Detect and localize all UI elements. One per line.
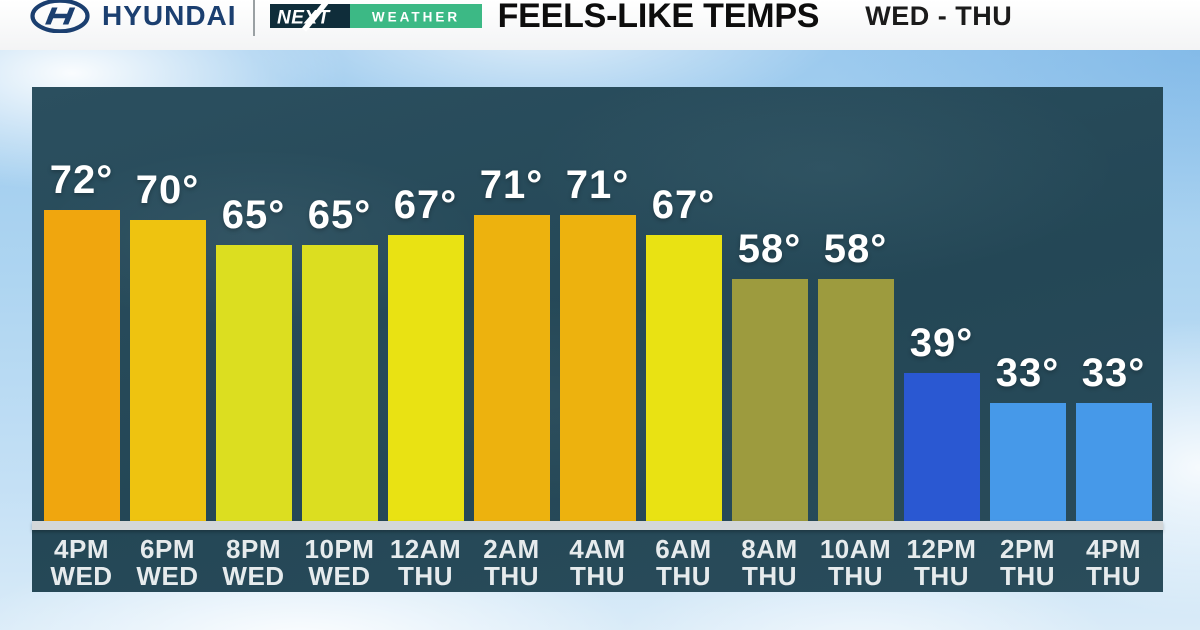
axis-label-time: 2PM — [1000, 534, 1055, 564]
hyundai-brand: HYUNDAI — [30, 0, 237, 33]
axis-label: 2AM THU — [474, 536, 550, 590]
axis-label-day: THU — [1000, 561, 1055, 591]
bar-value-label: 72° — [49, 158, 114, 202]
axis-label-day: THU — [742, 561, 797, 591]
temp-bar — [731, 279, 808, 522]
axis-label-time: 6AM — [655, 534, 712, 564]
temp-bar — [43, 210, 120, 522]
bar-column: 70° — [129, 168, 206, 522]
axis-label-day: THU — [656, 561, 711, 591]
axis-label-time: 10PM — [304, 534, 375, 564]
axis-label-time: 4PM — [1086, 534, 1141, 564]
bar-value-label: 58° — [737, 227, 802, 271]
axis-labels-row: 4PM WED 6PM WED 8PM WED 10PM WED 12AM THU 2AM THU 4A… — [32, 536, 1163, 590]
hyundai-logo-icon — [30, 0, 90, 33]
bar-column: 65° — [215, 193, 292, 522]
axis-label-day: WED — [136, 561, 199, 591]
bar-column: 39° — [903, 321, 980, 522]
weather-label: WEATHER — [371, 9, 459, 24]
axis-label: 6PM WED — [130, 536, 206, 590]
temp-bar — [215, 245, 292, 522]
temp-bar — [817, 279, 894, 522]
axis-label-time: 6PM — [140, 534, 195, 564]
axis-label: 12AM THU — [388, 536, 464, 590]
temp-bar — [645, 235, 722, 522]
hyundai-wordmark: HYUNDAI — [102, 0, 237, 31]
axis-label-time: 12AM — [389, 534, 462, 564]
temp-bar — [387, 235, 464, 522]
axis-label-time: 12PM — [906, 534, 977, 564]
temp-bar — [129, 220, 206, 522]
bar-value-label: 33° — [1081, 351, 1146, 395]
axis-label-day: WED — [222, 561, 285, 591]
bar-value-label: 33° — [995, 351, 1060, 395]
baseline-strip — [32, 521, 1163, 530]
axis-label: 12PM THU — [904, 536, 980, 590]
page-title: FEELS-LIKE TEMPS — [497, 0, 820, 35]
axis-label: 8AM THU — [732, 536, 808, 590]
temp-bar — [903, 373, 980, 522]
axis-label-day: THU — [828, 561, 883, 591]
date-range: WED - THU — [865, 0, 1013, 31]
axis-label-time: 8AM — [741, 534, 798, 564]
axis-label: 4AM THU — [560, 536, 636, 590]
bar-value-label: 67° — [393, 183, 458, 227]
bar-value-label: 71° — [565, 163, 630, 207]
axis-label-day: THU — [484, 561, 539, 591]
bar-column: 58° — [817, 227, 894, 522]
axis-label-time: 4PM — [54, 534, 109, 564]
bar-column: 71° — [559, 163, 636, 522]
header-divider — [252, 0, 255, 36]
bar-column: 58° — [731, 227, 808, 522]
axis-label-time: 8PM — [226, 534, 281, 564]
bar-value-label: 67° — [651, 183, 716, 227]
header: HYUNDAI NEXT WEATHER FEELS-LIKE TEMPS WE… — [0, 0, 1200, 50]
bars-container: 72° 70° 65° 65° 67° 71° 71° 67° 58° 58° 39° 33° 33° — [32, 87, 1163, 592]
bar-value-label: 65° — [307, 193, 372, 237]
temp-bar — [473, 215, 550, 522]
temp-bar — [559, 215, 636, 522]
next-weather-badge: NEXT WEATHER — [269, 0, 482, 36]
axis-label: 10AM THU — [818, 536, 894, 590]
bar-column: 33° — [1075, 351, 1152, 522]
axis-label-time: 10AM — [819, 534, 892, 564]
axis-label: 4PM THU — [1076, 536, 1152, 590]
axis-label-day: THU — [1086, 561, 1141, 591]
bar-value-label: 71° — [479, 163, 544, 207]
bar-column: 67° — [387, 183, 464, 522]
bar-column: 71° — [473, 163, 550, 522]
next-weather-logo-icon: NEXT WEATHER — [269, 0, 482, 32]
axis-label-day: THU — [570, 561, 625, 591]
axis-label-day: WED — [308, 561, 371, 591]
axis-label: 4PM WED — [44, 536, 120, 590]
bar-value-label: 39° — [909, 321, 974, 365]
bar-column: 33° — [989, 351, 1066, 522]
axis-label: 2PM THU — [990, 536, 1066, 590]
next-slash-icon — [301, 0, 330, 32]
axis-label-day: THU — [914, 561, 969, 591]
bar-value-label: 65° — [221, 193, 286, 237]
axis-label-day: WED — [50, 561, 113, 591]
axis-label: 8PM WED — [216, 536, 292, 590]
axis-label-time: 2AM — [483, 534, 540, 564]
chart-panel: 72° 70° 65° 65° 67° 71° 71° 67° 58° 58° 39° 33° 33° … — [32, 87, 1163, 592]
bar-value-label: 70° — [135, 168, 200, 212]
temp-bar — [989, 403, 1066, 522]
sky-background: 72° 70° 65° 65° 67° 71° 71° 67° 58° 58° 39° 33° 33° … — [0, 50, 1200, 630]
axis-label: 10PM WED — [302, 536, 378, 590]
bar-column: 65° — [301, 193, 378, 522]
bar-value-label: 58° — [823, 227, 888, 271]
axis-label: 6AM THU — [646, 536, 722, 590]
axis-label-day: THU — [398, 561, 453, 591]
bar-column: 67° — [645, 183, 722, 522]
temp-bar — [1075, 403, 1152, 522]
temp-bar — [301, 245, 378, 522]
axis-label-time: 4AM — [569, 534, 626, 564]
bar-column: 72° — [43, 158, 120, 522]
